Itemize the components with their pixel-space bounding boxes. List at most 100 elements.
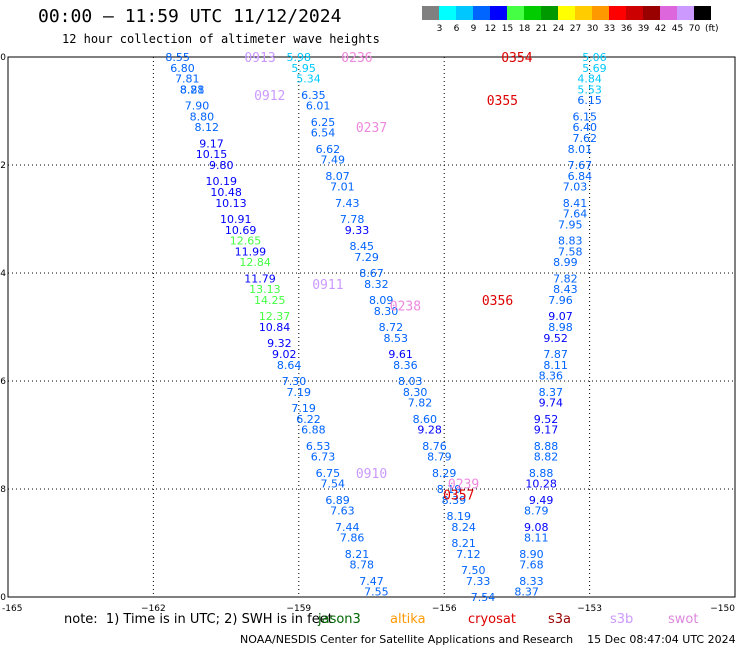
wave-height-value: 8.21 bbox=[451, 537, 476, 550]
wave-height-value: 7.33 bbox=[466, 575, 491, 588]
pass-time-label: 0910 bbox=[356, 467, 387, 482]
wave-height-value: 8.01 bbox=[568, 143, 593, 156]
color-scale-swatch bbox=[524, 6, 541, 20]
color-scale-unit: (ft) bbox=[705, 24, 719, 34]
x-tick-label: −153 bbox=[577, 604, 602, 614]
wave-height-value: 7.47 bbox=[359, 575, 384, 588]
legend-item-altika: altika bbox=[390, 612, 426, 627]
x-tick-label: −162 bbox=[141, 604, 166, 614]
legend-item-s3a: s3a bbox=[548, 612, 572, 627]
wave-height-value: 8.80 bbox=[190, 110, 215, 123]
wave-height-value: 10.84 bbox=[259, 321, 291, 334]
wave-height-value: 8.90 bbox=[519, 548, 544, 561]
wave-height-value: 8.30 bbox=[403, 386, 428, 399]
wave-height-value: 7.12 bbox=[456, 548, 481, 561]
wave-height-value: 10.15 bbox=[196, 148, 228, 161]
wave-height-value: 7.50 bbox=[461, 564, 486, 577]
color-scale-swatch bbox=[456, 6, 473, 20]
wave-height-value: 6.35 bbox=[301, 89, 326, 102]
wave-height-value: 8.45 bbox=[350, 240, 375, 253]
pass-time-label: 0355 bbox=[487, 94, 518, 109]
wave-height-value: 9.74 bbox=[539, 397, 564, 410]
wave-height-value: 9.07 bbox=[548, 310, 573, 323]
wave-height-value: 6.62 bbox=[316, 143, 341, 156]
legend-item-cryosat: cryosat bbox=[468, 612, 516, 627]
wave-height-value: 9.17 bbox=[534, 424, 559, 437]
color-scale-label: 42 bbox=[654, 24, 667, 34]
wave-height-value: 10.48 bbox=[210, 186, 242, 199]
wave-height-value: 9.49 bbox=[529, 494, 554, 507]
y-tick-label: -50 bbox=[0, 593, 6, 603]
color-scale-label: 36 bbox=[620, 24, 633, 34]
wave-height-value: 8.11 bbox=[543, 359, 568, 372]
wave-height-value: 8.09 bbox=[369, 294, 394, 307]
wave-height-value: 9.32 bbox=[267, 337, 292, 350]
wave-height-value: 10.91 bbox=[220, 213, 252, 226]
wave-height-value: 6.25 bbox=[311, 116, 336, 129]
wave-height-value: 7.63 bbox=[330, 505, 355, 518]
wave-height-value: 7.62 bbox=[573, 132, 598, 145]
wave-height-value: 11.99 bbox=[235, 245, 267, 258]
wave-height-value: 6.53 bbox=[306, 440, 331, 453]
pass-time-label: 0913 bbox=[244, 51, 275, 66]
wave-height-value: 7.81 bbox=[175, 73, 200, 86]
wave-height-value: 6.75 bbox=[316, 467, 341, 480]
y-tick-label: -42 bbox=[0, 161, 6, 171]
color-scale-swatch bbox=[575, 6, 592, 20]
wave-height-value: 8.76 bbox=[422, 440, 447, 453]
wave-height-value: 7.78 bbox=[340, 213, 365, 226]
wave-height-value: 8.03 bbox=[398, 375, 423, 388]
wave-height-value: 7.44 bbox=[335, 521, 360, 534]
wave-height-value: 6.15 bbox=[577, 94, 602, 107]
color-scale-swatch bbox=[643, 6, 660, 20]
wave-height-value: 7.01 bbox=[330, 181, 355, 194]
color-scale-label: 12 bbox=[484, 24, 497, 34]
wave-height-value: 8.21 bbox=[345, 548, 370, 561]
color-scale-label: 27 bbox=[569, 24, 582, 34]
wave-height-value: 6.89 bbox=[325, 494, 350, 507]
pass-time-label: 0356 bbox=[482, 294, 513, 309]
wave-height-value: 8.12 bbox=[194, 121, 219, 134]
wave-height-value: 10.19 bbox=[206, 175, 238, 188]
wave-height-value: 8.36 bbox=[539, 370, 564, 383]
wave-height-value: 7.68 bbox=[519, 559, 544, 572]
color-scale-label: 18 bbox=[518, 24, 531, 34]
wave-height-value: 8.60 bbox=[413, 413, 438, 426]
wave-height-value: 7.19 bbox=[287, 386, 312, 399]
wave-height-value: 7.82 bbox=[553, 272, 578, 285]
wave-height-value: 6.80 bbox=[170, 62, 195, 75]
pass-time-label: 0912 bbox=[254, 89, 285, 104]
wave-height-value: 7.96 bbox=[548, 294, 573, 307]
color-scale-swatch bbox=[592, 6, 609, 20]
wave-height-value: 8.32 bbox=[364, 278, 389, 291]
wave-height-value: 9.61 bbox=[388, 348, 413, 361]
wave-height-value: 6.73 bbox=[311, 451, 336, 464]
x-tick-label: −150 bbox=[710, 604, 735, 614]
wave-height-value: 8.19 bbox=[437, 483, 462, 496]
wave-height-value: 11.79 bbox=[244, 272, 276, 285]
color-scale-swatch bbox=[660, 6, 677, 20]
wave-height-value: 5.98 bbox=[287, 51, 312, 64]
color-scale-label: 3 bbox=[436, 24, 443, 34]
wave-height-value: 6.88 bbox=[301, 424, 326, 437]
credit-line: NOAA/NESDIS Center for Satellite Applica… bbox=[240, 633, 736, 646]
wave-height-value: 7.29 bbox=[354, 251, 379, 264]
wave-height-value: 8.19 bbox=[446, 510, 471, 523]
color-scale-swatch bbox=[473, 6, 490, 20]
wave-height-value: 14.25 bbox=[254, 294, 286, 307]
color-scale-label: 45 bbox=[671, 24, 684, 34]
wave-height-value: 12.65 bbox=[230, 235, 262, 248]
pass-time-label: 0354 bbox=[501, 51, 532, 66]
wave-height-value: 5.95 bbox=[291, 62, 316, 75]
wave-height-value: 13.13 bbox=[249, 283, 281, 296]
wave-height-value: 7.67 bbox=[568, 159, 593, 172]
wave-height-value: 8.30 bbox=[374, 305, 399, 318]
wave-height-value: 8.67 bbox=[359, 267, 384, 280]
color-scale-swatch bbox=[558, 6, 575, 20]
wave-height-value: 8.37 bbox=[539, 386, 564, 399]
color-scale-swatch bbox=[609, 6, 626, 20]
wave-height-value: 7.54 bbox=[320, 478, 345, 491]
legend-note: note: 1) Time is in UTC; 2) SWH is in fe… bbox=[64, 612, 333, 627]
y-tick-label: -46 bbox=[0, 377, 6, 387]
wave-height-value: 9.52 bbox=[534, 413, 559, 426]
